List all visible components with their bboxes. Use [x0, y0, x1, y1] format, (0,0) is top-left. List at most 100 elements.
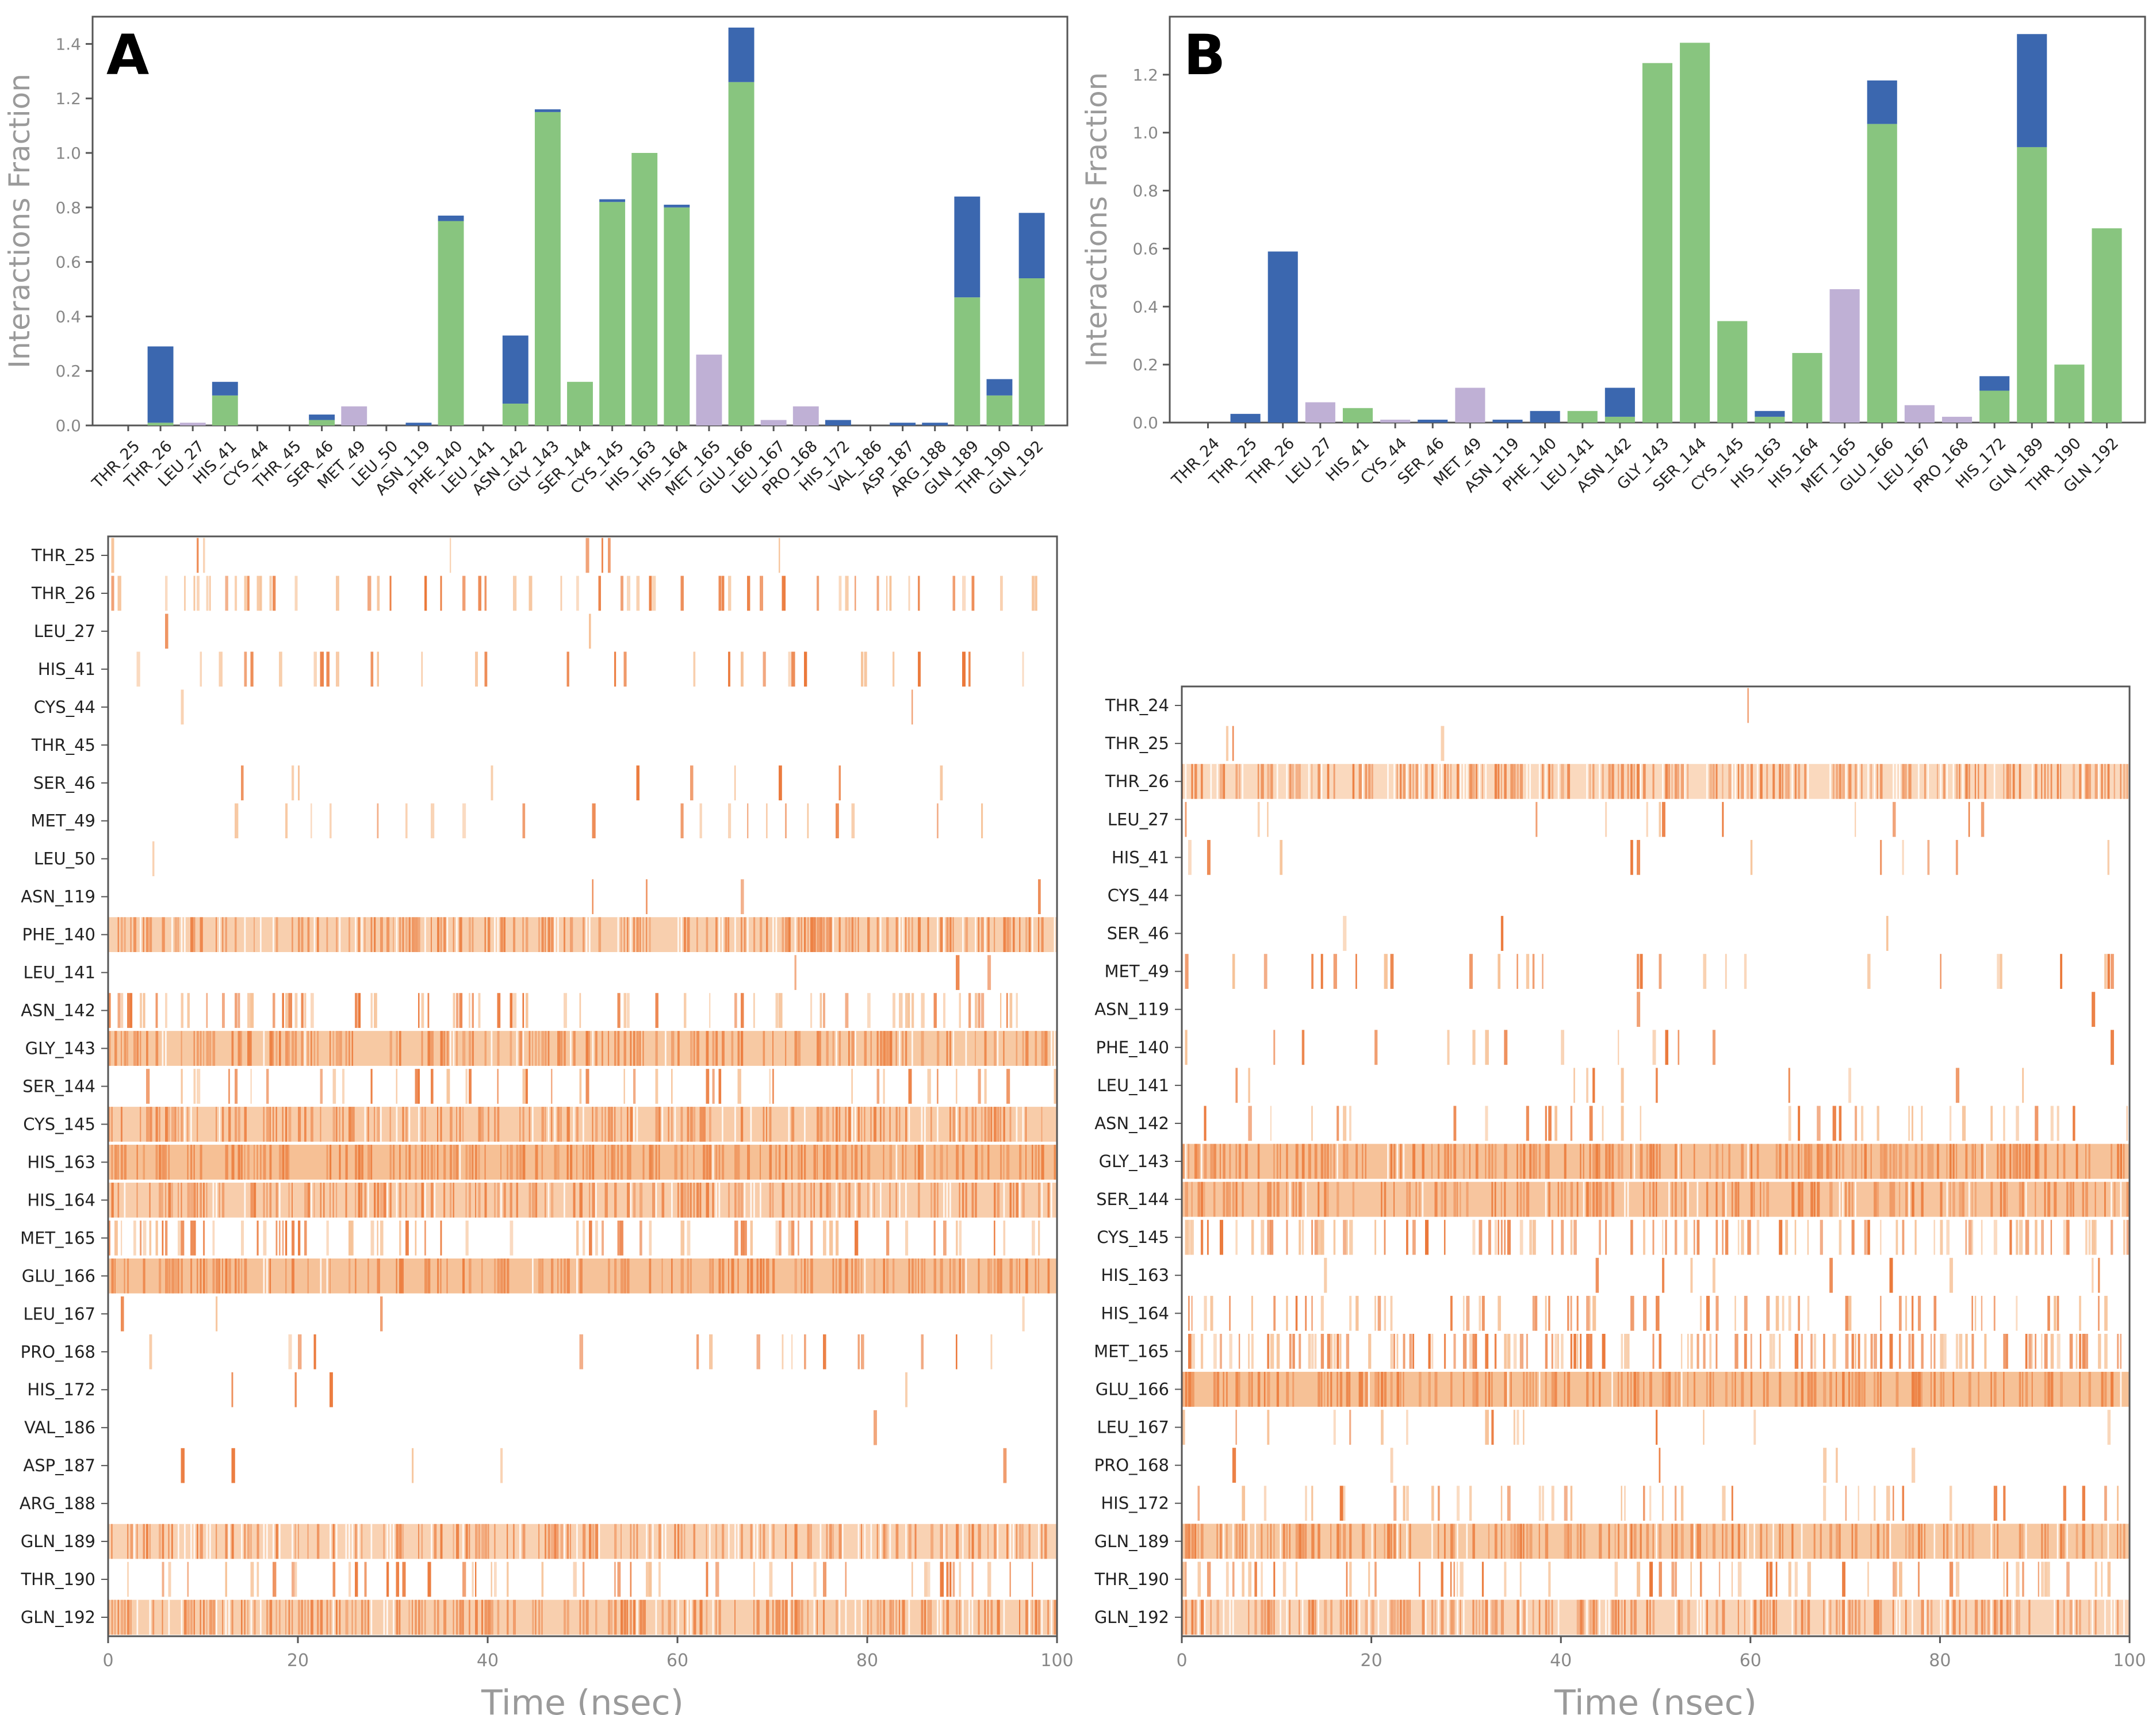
- gap-stripe: [1301, 1599, 1304, 1635]
- contact-stripe: [1722, 763, 1724, 799]
- contact-stripe: [538, 1524, 540, 1559]
- contact-stripe: [1343, 916, 1347, 951]
- contact-stripe: [1248, 1068, 1250, 1103]
- contact-stripe: [1032, 1599, 1033, 1635]
- contact-stripe: [133, 1031, 136, 1066]
- contact-stripe: [307, 1599, 309, 1635]
- contact-stripe: [402, 917, 404, 952]
- contact-stripe: [551, 917, 554, 952]
- contact-stripe: [570, 1524, 571, 1559]
- contact-stripe: [1895, 1561, 1898, 1597]
- contact-stripe: [1687, 1372, 1688, 1407]
- contact-stripe: [583, 1561, 585, 1597]
- gap-stripe: [687, 1599, 689, 1635]
- contact-stripe: [1851, 1181, 1854, 1217]
- contact-stripe: [959, 1107, 961, 1142]
- contact-stripe: [845, 575, 849, 611]
- contact-stripe: [250, 1524, 252, 1559]
- contact-stripe: [851, 1031, 855, 1066]
- bar-water-bridge: [599, 202, 626, 425]
- contact-stripe: [241, 1221, 244, 1256]
- plot-frame: [91, 16, 1069, 427]
- contact-stripe: [870, 1107, 872, 1142]
- contact-stripe: [478, 1524, 481, 1559]
- contact-stripe: [1703, 954, 1707, 989]
- contact-stripe: [437, 917, 440, 952]
- gap-stripe: [576, 1524, 578, 1559]
- bar-water-bridge: [534, 112, 561, 425]
- contact-stripe: [2003, 1486, 2006, 1521]
- contact-stripe: [1000, 575, 1003, 611]
- contact-stripe: [1400, 763, 1402, 799]
- contact-stripe: [608, 538, 611, 573]
- gap-stripe: [547, 1107, 550, 1142]
- gap-stripe: [1387, 1599, 1389, 1635]
- contact-stripe: [1330, 1524, 1332, 1559]
- contact-stripe: [978, 917, 980, 952]
- contact-stripe: [1997, 954, 2001, 989]
- contact-stripe: [538, 1258, 542, 1294]
- gap-stripe: [1462, 763, 1465, 799]
- contact-stripe: [614, 1524, 617, 1559]
- contact-stripe: [1718, 1561, 1721, 1597]
- contact-stripe: [1327, 1372, 1329, 1407]
- contact-stripe: [589, 1031, 591, 1066]
- contact-stripe: [1955, 1561, 1960, 1597]
- contact-stripe: [1728, 763, 1732, 799]
- contact-stripe: [693, 1524, 696, 1559]
- contact-stripe: [507, 1599, 509, 1635]
- contact-stripe: [1324, 1372, 1326, 1407]
- contact-stripe: [589, 613, 591, 649]
- contact-stripe: [2060, 763, 2062, 799]
- contact-stripe: [1766, 1295, 1770, 1331]
- contact-stripe: [1880, 1144, 1883, 1179]
- gap-stripe: [219, 917, 221, 952]
- contact-stripe: [2044, 763, 2046, 799]
- contact-stripe: [1921, 1106, 1923, 1141]
- contact-stripe: [741, 1183, 744, 1218]
- contact-stripe: [1725, 1524, 1728, 1559]
- contact-stripe: [804, 917, 806, 952]
- contact-stripe: [709, 1334, 713, 1369]
- contact-stripe: [431, 803, 435, 839]
- contact-stripe: [633, 1183, 636, 1218]
- contact-stripe: [1453, 1599, 1455, 1635]
- contact-stripe: [228, 1107, 231, 1142]
- contact-stripe: [2003, 1144, 2006, 1179]
- bar-water-bridge: [1604, 416, 1635, 423]
- contact-stripe: [1292, 1372, 1295, 1407]
- contact-stripe: [323, 1183, 325, 1218]
- gap-stripe: [718, 917, 721, 952]
- contact-stripe: [623, 1031, 626, 1066]
- contact-stripe: [1054, 1069, 1056, 1104]
- contact-stripe: [899, 1107, 901, 1142]
- gap-stripe: [769, 1524, 771, 1559]
- contact-stripe: [1902, 839, 1904, 875]
- contact-stripe: [1504, 1219, 1506, 1255]
- contact-stripe: [1194, 1144, 1198, 1179]
- contact-stripe: [1019, 1524, 1022, 1559]
- contact-stripe: [488, 1107, 489, 1142]
- contact-stripe: [779, 1145, 781, 1180]
- contact-stripe: [576, 1107, 579, 1142]
- contact-stripe: [1003, 1221, 1006, 1256]
- contact-stripe: [273, 993, 275, 1028]
- contact-stripe: [1652, 1599, 1655, 1635]
- contact-stripe: [750, 1524, 753, 1559]
- contact-stripe: [937, 1069, 939, 1104]
- contact-stripe: [2031, 1372, 2033, 1407]
- x-tick-label: 0: [102, 1651, 113, 1671]
- contact-stripe: [861, 1145, 863, 1180]
- contact-stripe: [1722, 1599, 1725, 1635]
- contact-stripe: [332, 1183, 334, 1218]
- bar-hbond: [1267, 251, 1298, 423]
- contact-stripe: [1286, 1524, 1288, 1559]
- contact-stripe: [494, 1258, 496, 1294]
- contact-stripe: [1494, 1144, 1497, 1179]
- contact-stripe: [1788, 1068, 1790, 1103]
- contact-stripe: [1839, 1219, 1842, 1255]
- contact-stripe: [2120, 1144, 2123, 1179]
- contact-stripe: [819, 1031, 821, 1066]
- contact-stripe: [1823, 1372, 1826, 1407]
- contact-stripe: [1611, 763, 1614, 799]
